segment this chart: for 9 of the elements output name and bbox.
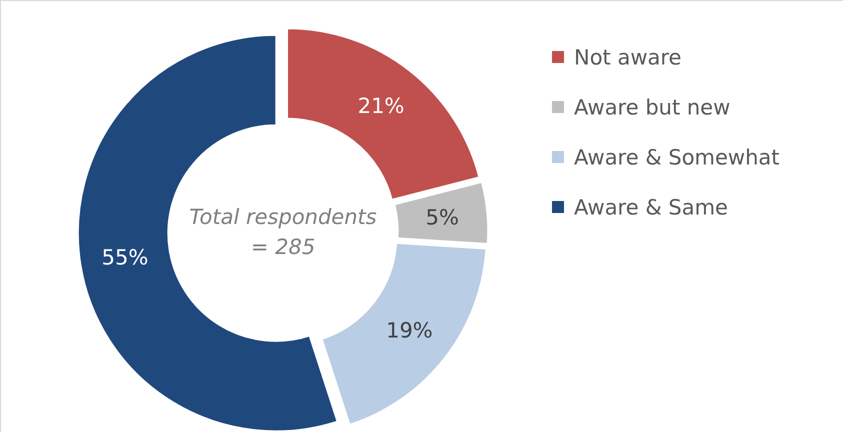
data-label: 55% [102,245,148,270]
legend-label: Aware but new [574,95,730,120]
text: Total respondents = 285 [189,205,377,259]
data-label: 21% [358,94,404,118]
legend-label: Aware & Somewhat [574,145,780,170]
data-label: 19% [386,318,433,342]
legend-label: Aware & Same [574,195,728,220]
legend-label: Not aware [574,45,682,70]
data-label: 5% [426,205,459,230]
